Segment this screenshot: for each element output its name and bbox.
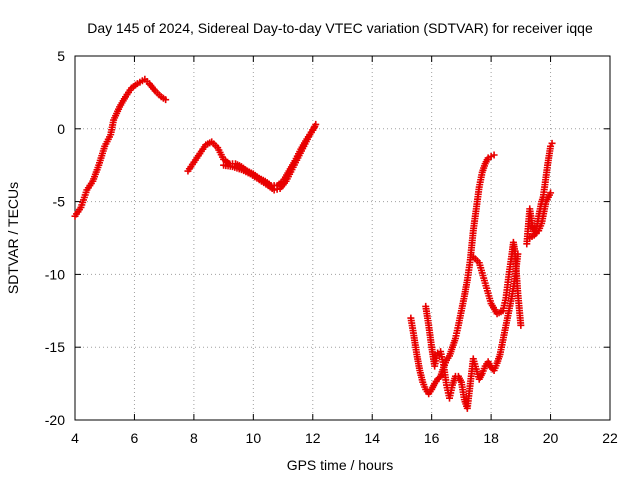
data-point bbox=[435, 374, 443, 382]
y-axis-label: SDTVAR / TECUs bbox=[5, 182, 21, 294]
series-evening-arc-3 bbox=[469, 238, 525, 329]
series-morning-arc bbox=[71, 75, 170, 220]
data-point bbox=[547, 189, 555, 197]
x-axis-label: GPS time / hours bbox=[287, 457, 394, 473]
x-tick-label: 8 bbox=[190, 430, 198, 446]
y-tick-label: 5 bbox=[57, 48, 65, 64]
y-tick-label: -15 bbox=[45, 339, 65, 355]
y-tick-label: -10 bbox=[45, 266, 65, 282]
chart-title: Day 145 of 2024, Sidereal Day-to-day VTE… bbox=[87, 20, 593, 36]
x-tick-label: 20 bbox=[543, 430, 559, 446]
grid-lines bbox=[75, 56, 610, 420]
plot-frame bbox=[74, 55, 611, 421]
data-points bbox=[71, 75, 556, 412]
x-tick-label: 4 bbox=[71, 430, 79, 446]
series-evening-arc bbox=[407, 151, 498, 398]
x-tick-labels: 4 6 8 10 12 14 16 18 20 22 bbox=[71, 430, 618, 446]
x-tick-label: 18 bbox=[483, 430, 499, 446]
series-evening-arc-2 bbox=[422, 250, 522, 412]
data-point bbox=[548, 139, 556, 147]
x-tick-label: 12 bbox=[305, 430, 321, 446]
data-point bbox=[162, 96, 170, 104]
axis-ticks bbox=[74, 55, 611, 421]
y-tick-label: -20 bbox=[45, 412, 65, 428]
x-tick-label: 6 bbox=[131, 430, 139, 446]
x-tick-label: 22 bbox=[602, 430, 618, 446]
y-tick-labels: -20 -15 -10 -5 0 5 bbox=[45, 48, 65, 428]
y-tick-label: -5 bbox=[53, 194, 66, 210]
x-tick-label: 10 bbox=[246, 430, 262, 446]
data-point bbox=[490, 151, 498, 159]
y-tick-label: 0 bbox=[57, 121, 65, 137]
data-point bbox=[517, 321, 525, 329]
x-tick-label: 16 bbox=[424, 430, 440, 446]
series-midday-arc-repeat- bbox=[220, 123, 318, 194]
series-late-arc-2 bbox=[526, 189, 555, 242]
x-tick-label: 14 bbox=[364, 430, 380, 446]
data-point bbox=[310, 123, 318, 131]
